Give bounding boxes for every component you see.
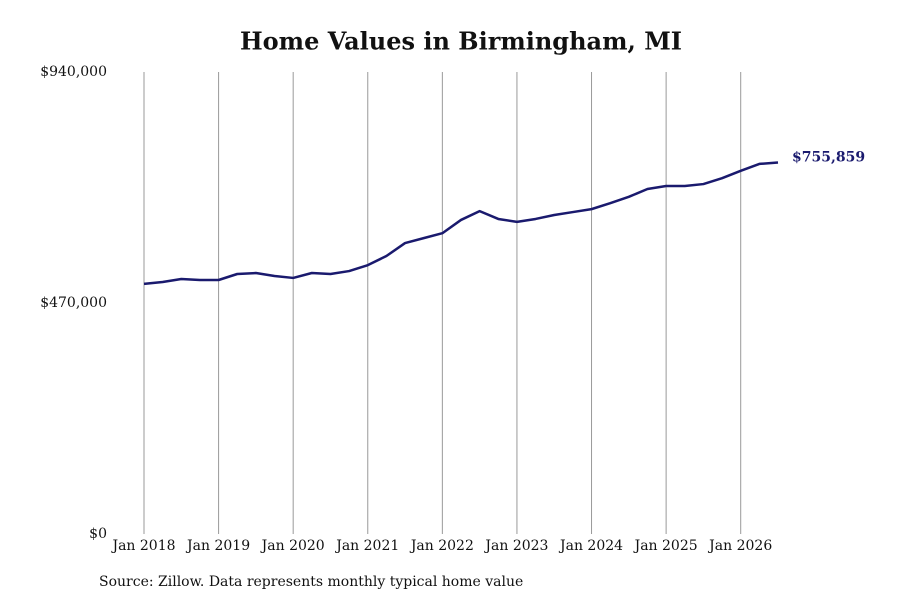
value-label: $755,859 <box>792 150 865 166</box>
x-tick-label: Jan 2024 <box>558 538 623 554</box>
x-tick-label: Jan 2022 <box>409 538 474 554</box>
chart-title: Home Values in Birmingham, MI <box>240 27 682 56</box>
y-tick-label: $470,000 <box>40 295 107 311</box>
y-tick-label: $0 <box>89 526 107 542</box>
x-tick-label: Jan 2025 <box>633 538 698 554</box>
x-tick-label: Jan 2023 <box>483 538 548 554</box>
y-tick-label: $940,000 <box>40 64 107 80</box>
line <box>143 161 779 286</box>
x-tick-label: Jan 2026 <box>707 538 772 554</box>
x-tick-label: Jan 2019 <box>185 538 250 554</box>
x-tick-label: Jan 2021 <box>334 538 399 554</box>
x-tick-label: Jan 2018 <box>110 538 175 554</box>
x-tick-label: Jan 2020 <box>260 538 325 554</box>
source-note: Source: Zillow. Data represents monthly … <box>99 574 523 590</box>
